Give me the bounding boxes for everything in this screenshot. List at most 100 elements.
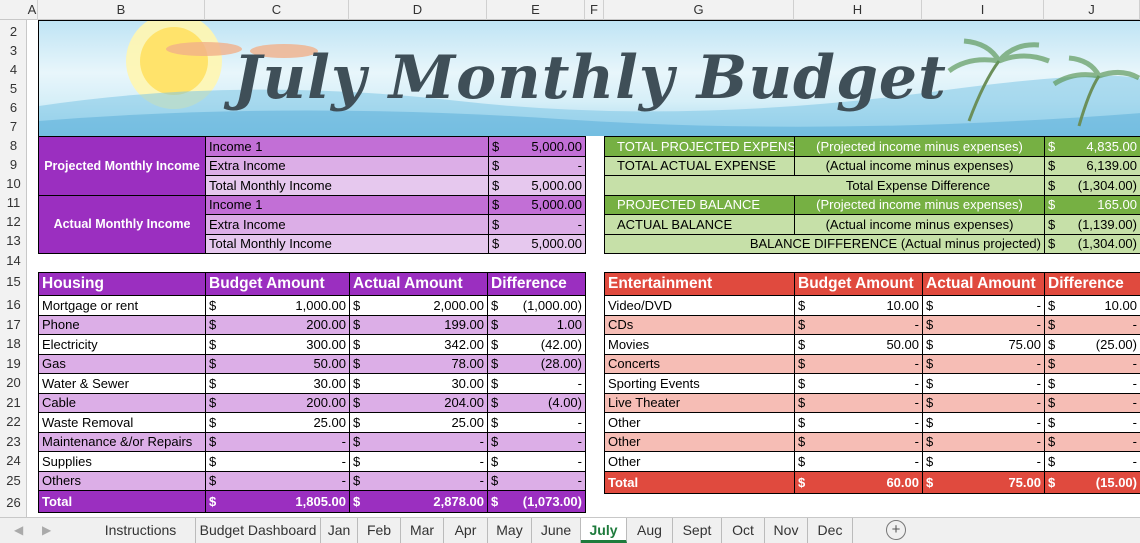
amount-cell[interactable]: $199.00 bbox=[349, 314, 488, 335]
amount-cell[interactable]: $30.00 bbox=[349, 373, 488, 394]
sheet-tab-instructions[interactable]: Instructions bbox=[86, 518, 196, 543]
row-header-11[interactable]: 11 bbox=[6, 195, 21, 210]
row-header-26[interactable]: 26 bbox=[6, 495, 21, 510]
sheet-tab-feb[interactable]: Feb bbox=[358, 518, 401, 543]
amount-cell[interactable]: $ - bbox=[349, 470, 488, 491]
income-line-label[interactable]: Total Monthly Income bbox=[205, 175, 489, 196]
scroll-right-icon[interactable]: ▶ bbox=[42, 523, 52, 537]
sheet-tab-nov[interactable]: Nov bbox=[765, 518, 808, 543]
column-header-e[interactable]: E bbox=[487, 0, 585, 20]
row-header-17[interactable]: 17 bbox=[6, 317, 21, 332]
add-sheet-icon[interactable]: + bbox=[886, 520, 906, 540]
entertainment-column-header[interactable]: Budget Amount bbox=[794, 272, 923, 296]
sheet-tab-sept[interactable]: Sept bbox=[673, 518, 722, 543]
amount-cell[interactable]: $25.00 bbox=[349, 412, 488, 433]
amount-cell[interactable]: $5,000.00 bbox=[488, 194, 586, 215]
amount-cell[interactable]: $6,139.00 bbox=[1044, 155, 1140, 176]
row-header-2[interactable]: 2 bbox=[9, 24, 18, 39]
summary-note[interactable]: BALANCE DIFFERENCE (Actual minus project… bbox=[604, 233, 1045, 254]
row-header-16[interactable]: 16 bbox=[6, 297, 21, 312]
amount-cell[interactable]: $ - bbox=[1044, 392, 1140, 413]
amount-cell[interactable]: $ (1,304.00) bbox=[1044, 233, 1140, 254]
amount-cell[interactable]: $ (1,073.00) bbox=[487, 490, 586, 513]
housing-column-header[interactable]: Actual Amount bbox=[349, 272, 488, 296]
amount-cell[interactable]: $ - bbox=[922, 451, 1045, 472]
column-header-j[interactable]: J bbox=[1044, 0, 1140, 20]
sheet-tab-mar[interactable]: Mar bbox=[401, 518, 444, 543]
amount-cell[interactable]: $ (4.00) bbox=[487, 392, 586, 413]
amount-cell[interactable]: $ - bbox=[487, 431, 586, 452]
row-header-6[interactable]: 6 bbox=[9, 100, 18, 115]
income-line-label[interactable]: Extra Income bbox=[205, 214, 489, 235]
row-header-24[interactable]: 24 bbox=[6, 453, 21, 468]
housing-item-label[interactable]: Water & Sewer bbox=[38, 373, 206, 394]
income-line-label[interactable]: Extra Income bbox=[205, 155, 489, 176]
amount-cell[interactable]: $1.00 bbox=[487, 314, 586, 335]
housing-item-label[interactable]: Maintenance &/or Repairs bbox=[38, 431, 206, 452]
amount-cell[interactable]: $ - bbox=[794, 451, 923, 472]
sheet-tab-oct[interactable]: Oct bbox=[722, 518, 765, 543]
amount-cell[interactable]: $ - bbox=[488, 214, 586, 235]
amount-cell[interactable]: $ - bbox=[922, 392, 1045, 413]
amount-cell[interactable]: $ (28.00) bbox=[487, 353, 586, 374]
income-line-label[interactable]: Total Monthly Income bbox=[205, 233, 489, 254]
amount-cell[interactable]: $ - bbox=[794, 431, 923, 452]
row-header-25[interactable]: 25 bbox=[6, 473, 21, 488]
housing-column-header[interactable]: Housing bbox=[38, 272, 206, 296]
amount-cell[interactable]: $200.00 bbox=[205, 314, 350, 335]
housing-item-label[interactable]: Cable bbox=[38, 392, 206, 413]
scroll-left-icon[interactable]: ◀ bbox=[14, 523, 24, 537]
entertainment-item-label[interactable]: Movies bbox=[604, 334, 795, 355]
amount-cell[interactable]: $5,000.00 bbox=[488, 233, 586, 254]
amount-cell[interactable]: $ - bbox=[794, 314, 923, 335]
amount-cell[interactable]: $ (15.00) bbox=[1044, 470, 1140, 494]
row-header-23[interactable]: 23 bbox=[6, 434, 21, 449]
amount-cell[interactable]: $ - bbox=[794, 373, 923, 394]
amount-cell[interactable]: $ - bbox=[1044, 412, 1140, 433]
row-header-5[interactable]: 5 bbox=[9, 81, 18, 96]
amount-cell[interactable]: $ - bbox=[488, 155, 586, 176]
amount-cell[interactable]: $342.00 bbox=[349, 334, 488, 355]
amount-cell[interactable]: $ - bbox=[487, 451, 586, 472]
amount-cell[interactable]: $ (1,139.00) bbox=[1044, 214, 1140, 235]
row-header-8[interactable]: 8 bbox=[9, 138, 18, 153]
row-header-10[interactable]: 10 bbox=[6, 176, 21, 191]
amount-cell[interactable]: $ - bbox=[487, 373, 586, 394]
row-header-14[interactable]: 14 bbox=[6, 253, 21, 268]
amount-cell[interactable]: $ - bbox=[1044, 314, 1140, 335]
amount-cell[interactable]: $ - bbox=[794, 412, 923, 433]
amount-cell[interactable]: $30.00 bbox=[205, 373, 350, 394]
column-header-c[interactable]: C bbox=[205, 0, 349, 20]
amount-cell[interactable]: $ - bbox=[922, 314, 1045, 335]
entertainment-item-label[interactable]: CDs bbox=[604, 314, 795, 335]
sheet-tab-dec[interactable]: Dec bbox=[808, 518, 853, 543]
sheet-tab-budget-dashboard[interactable]: Budget Dashboard bbox=[196, 518, 321, 543]
sheet-tab-aug[interactable]: Aug bbox=[627, 518, 673, 543]
income-line-label[interactable]: Income 1 bbox=[205, 194, 489, 215]
summary-note[interactable]: (Actual income minus expenses) bbox=[794, 214, 1045, 235]
sheet-tab-june[interactable]: June bbox=[532, 518, 581, 543]
column-header-d[interactable]: D bbox=[349, 0, 487, 20]
row-header-12[interactable]: 12 bbox=[6, 214, 21, 229]
summary-label[interactable]: ACTUAL BALANCE bbox=[604, 214, 795, 235]
amount-cell[interactable]: $ - bbox=[1044, 451, 1140, 472]
row-header-15[interactable]: 15 bbox=[6, 274, 21, 289]
entertainment-item-label[interactable]: Other bbox=[604, 451, 795, 472]
amount-cell[interactable]: $ - bbox=[349, 451, 488, 472]
amount-cell[interactable]: $ - bbox=[922, 373, 1045, 394]
amount-cell[interactable]: $75.00 bbox=[922, 470, 1045, 494]
entertainment-item-label[interactable]: Video/DVD bbox=[604, 295, 795, 316]
entertainment-item-label[interactable]: Concerts bbox=[604, 353, 795, 374]
amount-cell[interactable]: $60.00 bbox=[794, 470, 923, 494]
housing-total-label[interactable]: Total bbox=[38, 490, 206, 513]
sheet-tab-jan[interactable]: Jan bbox=[321, 518, 358, 543]
column-header-f[interactable]: F bbox=[585, 0, 604, 20]
column-header-h[interactable]: H bbox=[794, 0, 922, 20]
amount-cell[interactable]: $2,878.00 bbox=[349, 490, 488, 513]
summary-label[interactable]: TOTAL ACTUAL EXPENSE bbox=[604, 155, 795, 176]
row-header-4[interactable]: 4 bbox=[9, 62, 18, 77]
amount-cell[interactable]: $1,000.00 bbox=[205, 295, 350, 316]
amount-cell[interactable]: $ (25.00) bbox=[1044, 334, 1140, 355]
amount-cell[interactable]: $165.00 bbox=[1044, 194, 1140, 215]
amount-cell[interactable]: $5,000.00 bbox=[488, 136, 586, 157]
